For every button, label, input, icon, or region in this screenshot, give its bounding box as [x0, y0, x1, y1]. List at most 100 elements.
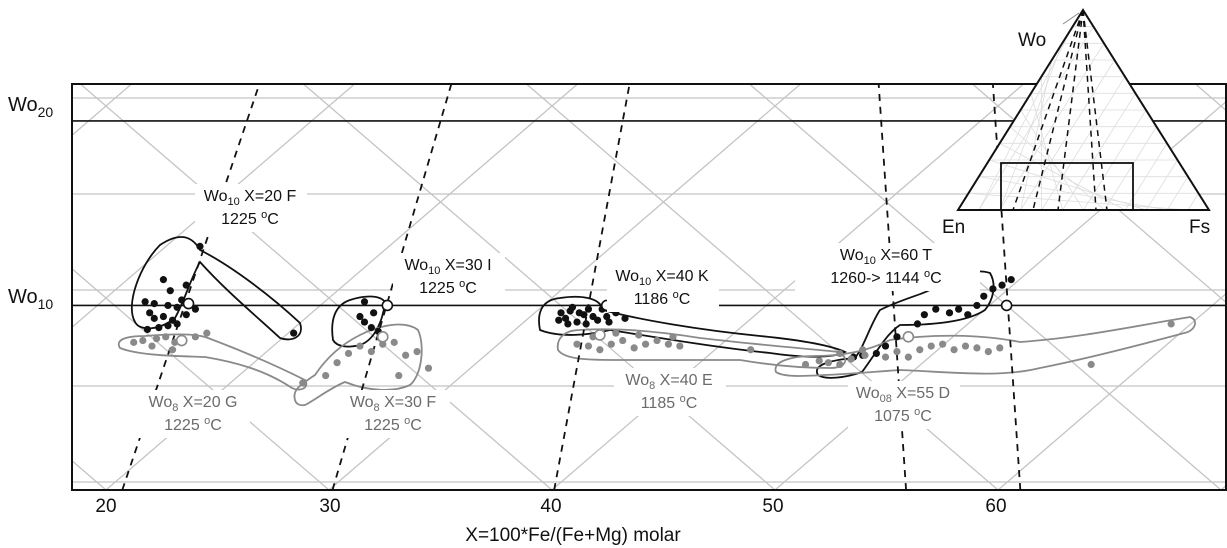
inset-isotherm-ray [1032, 9, 1084, 211]
data-point [582, 320, 590, 328]
grid-diagonal [1193, 0, 1227, 490]
x-tick-20: 20 [95, 496, 116, 517]
data-point [150, 314, 158, 322]
data-point [596, 346, 604, 354]
data-point [973, 344, 981, 352]
data-point [575, 309, 583, 317]
data-point [561, 314, 570, 322]
y-tick-wo20: Wo20 [4, 92, 66, 120]
data-point [356, 312, 364, 321]
data-point [893, 347, 901, 356]
data-point [861, 351, 869, 359]
svg-text:1260-> 1144 oC: 1260-> 1144 oC [830, 268, 941, 287]
data-point [932, 305, 940, 313]
svg-text:Wo8 X=20 G: Wo8 X=20 G [149, 394, 238, 414]
data-point [568, 303, 577, 311]
data-point [390, 338, 398, 346]
data-point [344, 349, 353, 358]
data-point [964, 311, 972, 319]
data-point [836, 360, 844, 369]
data-point [395, 371, 403, 380]
svg-text:Wo10 X=30 I: Wo10 X=30 I [404, 257, 491, 277]
data-point [893, 333, 901, 341]
data-point [139, 336, 147, 345]
inset-isotherm-ray [1082, 9, 1097, 211]
data-point [859, 346, 867, 354]
isotherm-line [553, 84, 631, 490]
data-point [989, 285, 997, 293]
data-point [984, 347, 992, 356]
y-tick-wo10: Wo10 [4, 284, 66, 312]
data-point [564, 320, 572, 328]
data-point [1007, 276, 1015, 284]
data-point [191, 305, 199, 313]
svg-text:Wo8 X=40 E: Wo8 X=40 E [625, 372, 712, 392]
data-point [815, 357, 823, 365]
x-tick-60: 60 [985, 496, 1006, 517]
outline-wo8-x30 [293, 323, 423, 407]
data-point [370, 309, 378, 317]
data-point [555, 316, 563, 324]
data-point [998, 281, 1006, 289]
data-point [191, 333, 199, 341]
open-data-point [381, 299, 394, 312]
data-point [402, 351, 410, 359]
data-point [155, 324, 163, 332]
data-point [322, 371, 330, 380]
data-point [664, 340, 673, 348]
ternary-inset: Wo En Fs [942, 8, 1211, 238]
open-data-point [902, 331, 915, 343]
data-point [669, 333, 677, 341]
data-point [630, 344, 638, 352]
data-point [164, 301, 172, 310]
data-point [950, 346, 958, 354]
svg-text:1075 oC: 1075 oC [874, 406, 932, 425]
svg-text:Wo08 X=55 D: Wo08 X=55 D [856, 385, 950, 405]
data-point [973, 301, 981, 310]
data-point [881, 342, 890, 350]
data-point [146, 309, 154, 317]
data-point [143, 325, 152, 334]
grid-diagonal [72, 84, 356, 329]
svg-text:1225 oC: 1225 oC [164, 415, 222, 434]
data-point [589, 312, 597, 321]
data-point [961, 342, 970, 350]
svg-text:1225 oC: 1225 oC [419, 278, 477, 297]
data-point [573, 340, 581, 348]
svg-text:1225 oC: 1225 oC [221, 209, 279, 228]
grid-diagonal [79, 84, 553, 490]
open-data-point [1000, 299, 1013, 312]
inset-label-en: En [942, 217, 965, 238]
data-points [130, 242, 1175, 387]
data-point [836, 349, 844, 358]
data-point [621, 314, 629, 322]
data-point [676, 342, 684, 350]
outline-wo10-x40 [538, 295, 848, 358]
data-point [607, 340, 615, 348]
svg-text:1185 oC: 1185 oC [641, 393, 698, 412]
data-point [996, 344, 1004, 352]
data-point [130, 338, 138, 346]
x-tick-40: 40 [540, 496, 561, 517]
open-data-point [182, 297, 195, 310]
inset-isotherm-ray [1082, 9, 1108, 211]
inset-label-wo: Wo [1018, 30, 1046, 51]
x-axis-label: X=100*Fe/(Fe+Mg) molar [465, 525, 681, 546]
svg-text:Wo8 X=30 F: Wo8 X=30 F [350, 394, 437, 414]
data-point [182, 311, 190, 319]
inset-isotherm-ray [1012, 9, 1084, 211]
data-point [196, 242, 204, 250]
svg-text:1225 oC: 1225 oC [364, 415, 422, 434]
data-point [573, 318, 581, 326]
outline-wo8-x55 [774, 316, 1196, 377]
data-point [164, 322, 172, 330]
outline-wo8-x40 [556, 328, 847, 369]
inset-arrow [1062, 12, 1080, 25]
grid-diagonal [997, 292, 1226, 490]
data-point [299, 379, 307, 387]
